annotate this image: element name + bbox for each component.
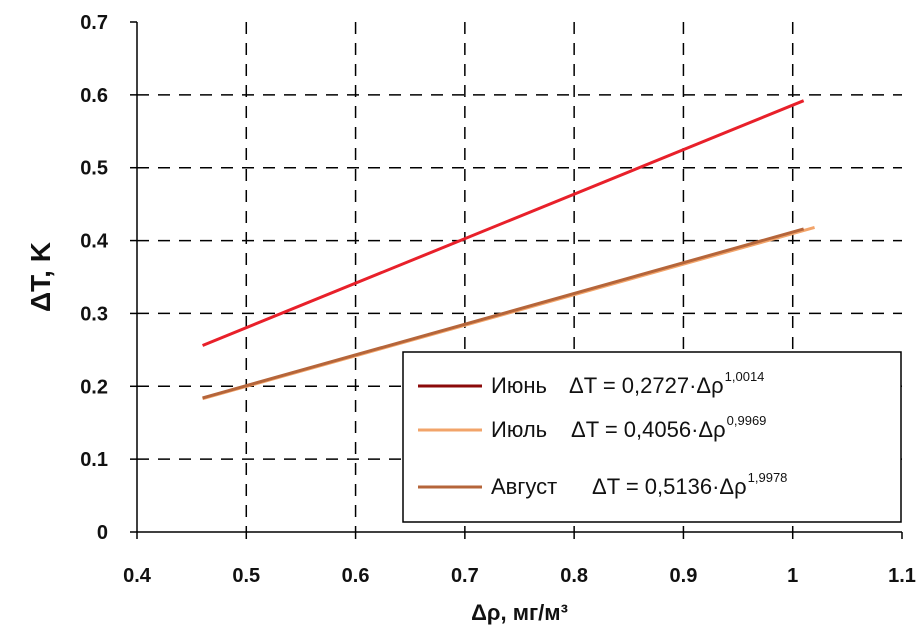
y-tick-label: 0.6 — [80, 85, 108, 107]
legend-equation-base: ΔT = 0,4056·Δρ — [571, 417, 726, 442]
x-tick-label: 0.4 — [123, 565, 152, 587]
series-line-3 — [202, 227, 805, 400]
y-axis-title: ΔT, K — [25, 242, 56, 312]
legend-series-name: Июнь — [491, 373, 547, 398]
y-tick-label: 0.5 — [80, 158, 108, 180]
x-tick-label: 0.9 — [670, 565, 698, 587]
x-tick-label: 0.6 — [342, 565, 370, 587]
legend: Июнь ΔT = 0,2727·Δρ1,0014 Июль ΔT = 0,4056·… — [402, 351, 902, 523]
legend-equation-base: ΔT = 0,2727·Δρ — [569, 373, 724, 398]
x-tick-label: 0.7 — [451, 565, 479, 587]
legend-equation: ΔT = 0,4056·Δρ0,9969 — [571, 413, 766, 442]
legend-equation: ΔT = 0,5136·Δρ1,9978 — [592, 470, 787, 499]
y-tick-label: 0 — [97, 522, 108, 544]
y-tick-label: 0.4 — [80, 231, 109, 253]
x-tick-label: 1.1 — [888, 565, 916, 587]
legend-equation-exponent: 1,9978 — [748, 470, 788, 485]
legend-equation: ΔT = 0,2727·Δρ1,0014 — [569, 369, 764, 398]
series-line-1 — [202, 99, 805, 347]
y-tick-label: 0.2 — [80, 376, 108, 398]
x-axis-title: Δρ, мг/м³ — [471, 600, 568, 625]
legend-equation-exponent: 0,9969 — [727, 413, 767, 428]
legend-series-name: Август — [491, 474, 557, 499]
x-tick-label: 1 — [787, 565, 798, 587]
legend-box — [402, 351, 902, 523]
legend-equation-base: ΔT = 0,5136·Δρ — [592, 474, 747, 499]
x-tick-label: 0.5 — [232, 565, 260, 587]
legend-equation-exponent: 1,0014 — [725, 369, 765, 384]
y-tick-label: 0.3 — [80, 303, 108, 325]
x-tick-label: 0.8 — [560, 565, 588, 587]
y-tick-label: 0.1 — [80, 449, 108, 471]
legend-series-name: Июль — [491, 417, 547, 442]
y-tick-label: 0.7 — [80, 12, 108, 34]
